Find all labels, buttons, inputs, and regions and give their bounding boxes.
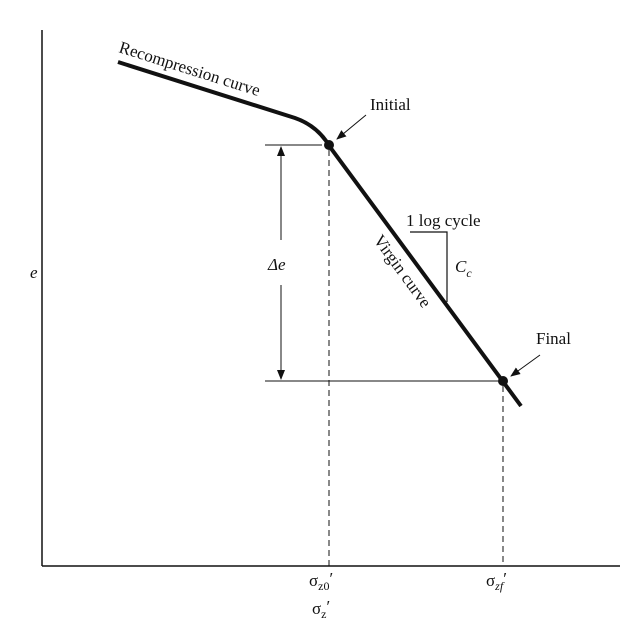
- tick-symbol: σ: [486, 571, 495, 590]
- pointer-arrow: [510, 354, 541, 377]
- final-label: Final: [536, 329, 571, 348]
- tick-subscript: zf: [494, 579, 505, 593]
- x-label-prime: ′: [327, 597, 331, 616]
- log-cycle-label: 1 log cycle: [406, 211, 481, 230]
- initial-point: [324, 140, 334, 150]
- slope-triangle: [410, 231, 448, 302]
- pointer-arrow: [336, 114, 367, 140]
- x-label-subscript: z: [321, 607, 326, 621]
- final-point: [498, 376, 508, 386]
- delta-e-label: Δe: [267, 255, 286, 274]
- tick-label: σzf′: [486, 569, 507, 593]
- tick-label: σz0′: [309, 569, 333, 593]
- tick-symbol: σ: [309, 571, 318, 590]
- tick-subscript: z0: [318, 579, 329, 593]
- y-label: e: [30, 263, 38, 282]
- x-label: σz′: [312, 597, 330, 621]
- tick-prime: ′: [503, 569, 507, 588]
- cc-label: Cc: [455, 257, 472, 280]
- initial-label: Initial: [370, 95, 411, 114]
- cc-subscript: c: [466, 266, 472, 280]
- cc-symbol: C: [455, 257, 467, 276]
- e-log-curve: [117, 60, 523, 408]
- tick-prime: ′: [330, 569, 334, 588]
- x-label-symbol: σ: [312, 599, 321, 618]
